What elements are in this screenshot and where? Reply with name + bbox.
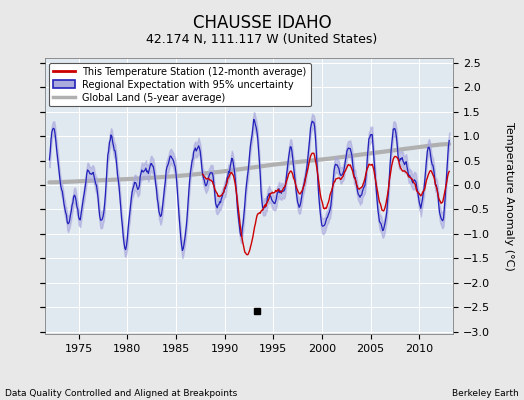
Text: 42.174 N, 111.117 W (United States): 42.174 N, 111.117 W (United States): [146, 33, 378, 46]
Text: Berkeley Earth: Berkeley Earth: [452, 389, 519, 398]
Y-axis label: Temperature Anomaly (°C): Temperature Anomaly (°C): [504, 122, 514, 270]
Text: CHAUSSE IDAHO: CHAUSSE IDAHO: [193, 14, 331, 32]
Text: Data Quality Controlled and Aligned at Breakpoints: Data Quality Controlled and Aligned at B…: [5, 389, 237, 398]
